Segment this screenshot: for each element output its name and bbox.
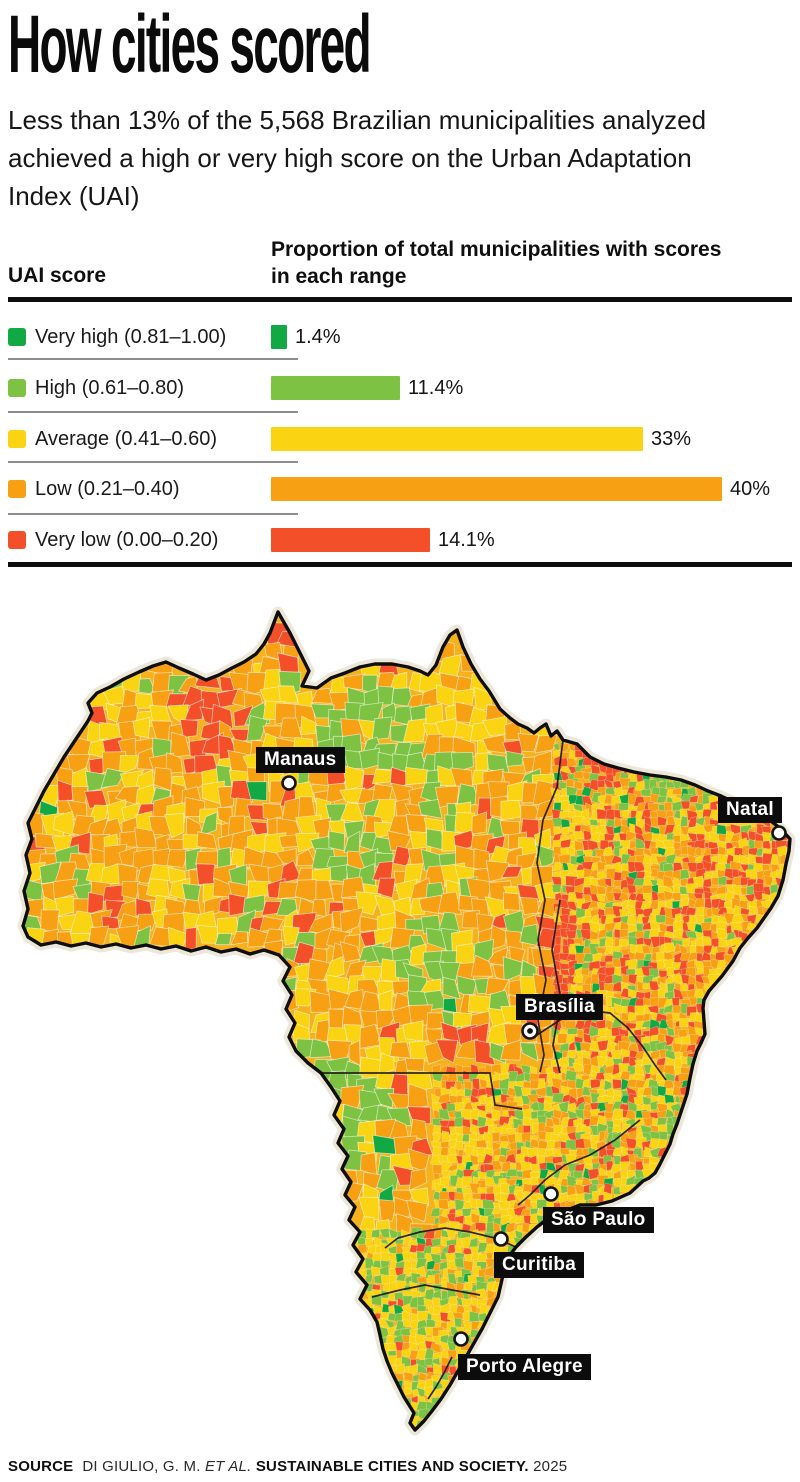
state-border xyxy=(536,739,564,1073)
city-marker-Porto Alegre xyxy=(453,1331,469,1347)
legend-swatch xyxy=(8,379,26,397)
category-label: High (0.61–0.80) xyxy=(35,377,184,399)
category-label: Very low (0.00–0.20) xyxy=(35,529,219,551)
chart-row: Low (0.21–0.40) 40% xyxy=(0,477,800,501)
city-label-Manaus: Manaus xyxy=(256,747,345,773)
brazil-choropleth-map: Manaus Natal Brasília São Paulo Curitiba Port… xyxy=(0,585,800,1465)
capital-dot xyxy=(527,1028,533,1034)
table-bottom-rule xyxy=(8,562,792,567)
city-marker-Manaus xyxy=(281,775,297,791)
bar xyxy=(271,528,430,552)
city-label-Brasília: Brasília xyxy=(516,994,604,1020)
state-border xyxy=(268,1072,523,1110)
state-border xyxy=(371,1284,481,1298)
city-marker-Natal xyxy=(771,825,787,841)
value-label: 40% xyxy=(730,478,771,500)
column-header-uai-score: UAI score xyxy=(8,264,107,287)
value-label: 33% xyxy=(651,428,692,450)
bar xyxy=(271,427,643,451)
legend-swatch xyxy=(8,480,26,498)
city-label-Porto Alegre: Porto Alegre xyxy=(458,1354,591,1380)
category-label: Average (0.41–0.60) xyxy=(35,428,217,450)
value-label: 14.1% xyxy=(438,529,495,551)
legend-swatch xyxy=(8,328,26,346)
table-top-rule xyxy=(8,297,792,302)
column-header-proportion: Proportion of total municipalities with … xyxy=(271,238,722,288)
city-label-Curitiba: Curitiba xyxy=(494,1252,585,1278)
legend-swatch xyxy=(8,531,26,549)
source-authors: DI GIULIO, G. M. xyxy=(82,1458,201,1475)
chart-row: Very low (0.00–0.20) 14.1% xyxy=(0,528,800,552)
row-separator xyxy=(8,513,298,515)
bar xyxy=(271,376,400,400)
state-border xyxy=(427,1356,453,1400)
source-journal: SUSTAINABLE CITIES AND SOCIETY. xyxy=(255,1458,529,1475)
source-line: SOURCE DI GIULIO, G. M. ET AL. SUSTAINABL… xyxy=(8,1458,567,1475)
brazil-map-svg xyxy=(17,606,796,1436)
city-marker-Curitiba xyxy=(493,1231,509,1247)
page-title: How cities scored xyxy=(8,0,372,90)
country-outline xyxy=(21,610,792,1432)
row-separator xyxy=(8,358,298,360)
municipality-mosaic xyxy=(23,612,790,1430)
row-separator xyxy=(8,461,298,463)
source-etal: ET AL. xyxy=(204,1458,252,1475)
page-subtitle: Less than 13% of the 5,568 Brazilian mun… xyxy=(8,105,707,211)
chart-row: Very high (0.81–1.00) 1.4% xyxy=(0,325,800,349)
source-year: 2025 xyxy=(533,1458,568,1475)
value-label: 1.4% xyxy=(295,326,341,348)
bar xyxy=(271,325,287,349)
chart-row: High (0.61–0.80) 11.4% xyxy=(0,376,800,400)
city-label-Natal: Natal xyxy=(718,797,782,823)
source-label: SOURCE xyxy=(8,1458,74,1475)
category-label: Low (0.21–0.40) xyxy=(35,478,180,500)
bar xyxy=(271,477,722,501)
value-label: 11.4% xyxy=(408,377,464,399)
city-label-São Paulo: São Paulo xyxy=(543,1207,654,1233)
state-border xyxy=(517,1119,641,1206)
city-marker-São Paulo xyxy=(543,1186,559,1202)
legend-swatch xyxy=(8,430,26,448)
row-separator xyxy=(8,411,298,413)
chart-row: Average (0.41–0.60) 33% xyxy=(0,427,800,451)
category-label: Very high (0.81–1.00) xyxy=(35,326,227,348)
